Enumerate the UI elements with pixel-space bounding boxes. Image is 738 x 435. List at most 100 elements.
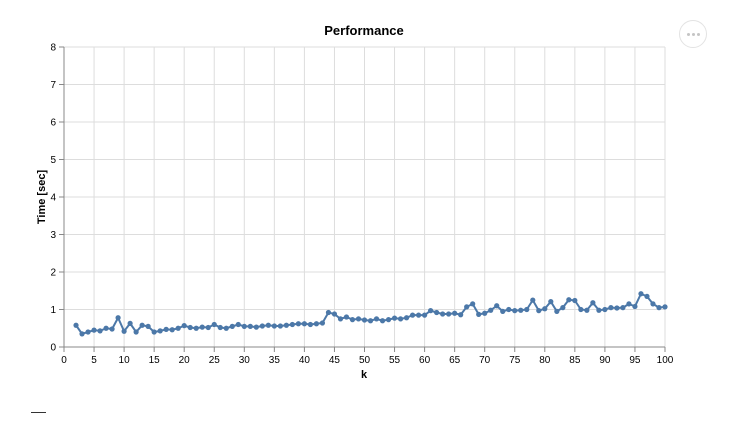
data-point — [379, 318, 386, 324]
data-point — [211, 321, 217, 328]
data-point — [115, 315, 121, 321]
data-point — [247, 323, 253, 329]
x-tick-label: 25 — [209, 355, 221, 366]
data-point — [337, 316, 344, 322]
x-tick-label: 60 — [419, 355, 431, 366]
data-point — [566, 297, 572, 303]
data-point — [301, 321, 307, 327]
data-point — [283, 322, 289, 328]
data-point — [385, 317, 392, 323]
data-point — [139, 322, 145, 328]
data-point — [524, 306, 530, 313]
series-layer — [73, 291, 668, 337]
data-point — [169, 327, 175, 333]
data-point — [476, 311, 482, 317]
data-point — [157, 328, 163, 334]
x-tick-label: 40 — [299, 355, 311, 366]
data-point — [518, 307, 524, 313]
data-point — [241, 323, 247, 329]
data-point — [494, 303, 500, 309]
data-point — [295, 321, 301, 327]
data-point — [163, 326, 169, 332]
data-point — [602, 306, 608, 313]
y-tick-label: 8 — [50, 43, 56, 54]
data-point — [391, 315, 398, 321]
y-tick-label: 5 — [50, 155, 56, 166]
y-tick-label: 6 — [50, 118, 56, 129]
more-dot-icon — [691, 32, 695, 36]
y-axis-title: Time [sec] — [36, 170, 48, 225]
x-tick-label: 90 — [599, 355, 611, 366]
data-point — [307, 321, 314, 328]
data-point — [626, 301, 632, 307]
y-tick-label: 7 — [50, 80, 56, 91]
data-point — [121, 328, 127, 334]
data-point — [235, 321, 241, 328]
data-point — [289, 321, 295, 328]
x-tick-label: 30 — [239, 355, 251, 366]
more-options-button[interactable] — [679, 20, 707, 48]
y-tick-label: 4 — [50, 193, 56, 204]
x-tick-label: 35 — [269, 355, 281, 366]
data-point — [277, 323, 283, 329]
data-point — [217, 324, 223, 331]
data-point — [97, 328, 103, 334]
data-point — [349, 317, 356, 323]
data-point — [530, 297, 536, 303]
x-tick-label: 20 — [179, 355, 191, 366]
data-point — [644, 293, 650, 299]
data-point — [331, 311, 338, 317]
x-tick-label: 10 — [119, 355, 131, 366]
data-point — [79, 331, 85, 337]
data-point — [542, 306, 548, 312]
axes: 0 5 10 15 20 25 30 35 40 45 50 55 60 65 70 75 80 85 90 95 10… — [50, 43, 673, 367]
x-tick-label: 15 — [149, 355, 161, 366]
data-point — [229, 323, 235, 329]
data-point — [584, 307, 590, 313]
x-tick-label: 5 — [91, 355, 97, 366]
data-point — [127, 320, 133, 326]
data-point — [446, 311, 452, 317]
data-point — [578, 306, 584, 313]
data-point — [373, 316, 380, 322]
data-point — [409, 312, 416, 318]
data-point — [470, 301, 476, 307]
data-point — [205, 324, 211, 331]
data-point — [422, 312, 428, 318]
data-point — [193, 325, 199, 331]
data-point — [500, 308, 506, 314]
data-point — [434, 309, 440, 316]
y-tick-label: 0 — [50, 343, 56, 354]
x-tick-label: 85 — [569, 355, 581, 366]
x-tick-label: 0 — [61, 355, 67, 366]
data-point — [151, 329, 157, 335]
data-point — [452, 310, 458, 316]
data-point — [91, 327, 97, 333]
data-point — [199, 324, 205, 330]
data-point — [367, 318, 374, 324]
x-tick-label: 100 — [657, 355, 674, 366]
data-point — [271, 323, 277, 329]
data-point — [554, 308, 560, 314]
data-point — [428, 308, 434, 314]
data-point — [73, 322, 79, 328]
data-point — [319, 320, 326, 326]
data-point — [482, 310, 488, 316]
data-point — [361, 317, 368, 323]
data-point — [181, 323, 187, 329]
x-tick-label: 55 — [389, 355, 401, 366]
data-point — [662, 304, 668, 310]
data-point — [133, 329, 139, 335]
data-point — [403, 315, 410, 321]
data-point — [85, 329, 91, 335]
data-point — [175, 325, 181, 331]
data-point — [464, 304, 470, 310]
data-point — [632, 303, 638, 310]
x-tick-label: 70 — [479, 355, 491, 366]
data-point — [458, 312, 464, 318]
data-point — [506, 306, 512, 313]
data-point — [638, 291, 644, 297]
x-tick-label: 50 — [359, 355, 371, 366]
data-point — [415, 312, 422, 318]
